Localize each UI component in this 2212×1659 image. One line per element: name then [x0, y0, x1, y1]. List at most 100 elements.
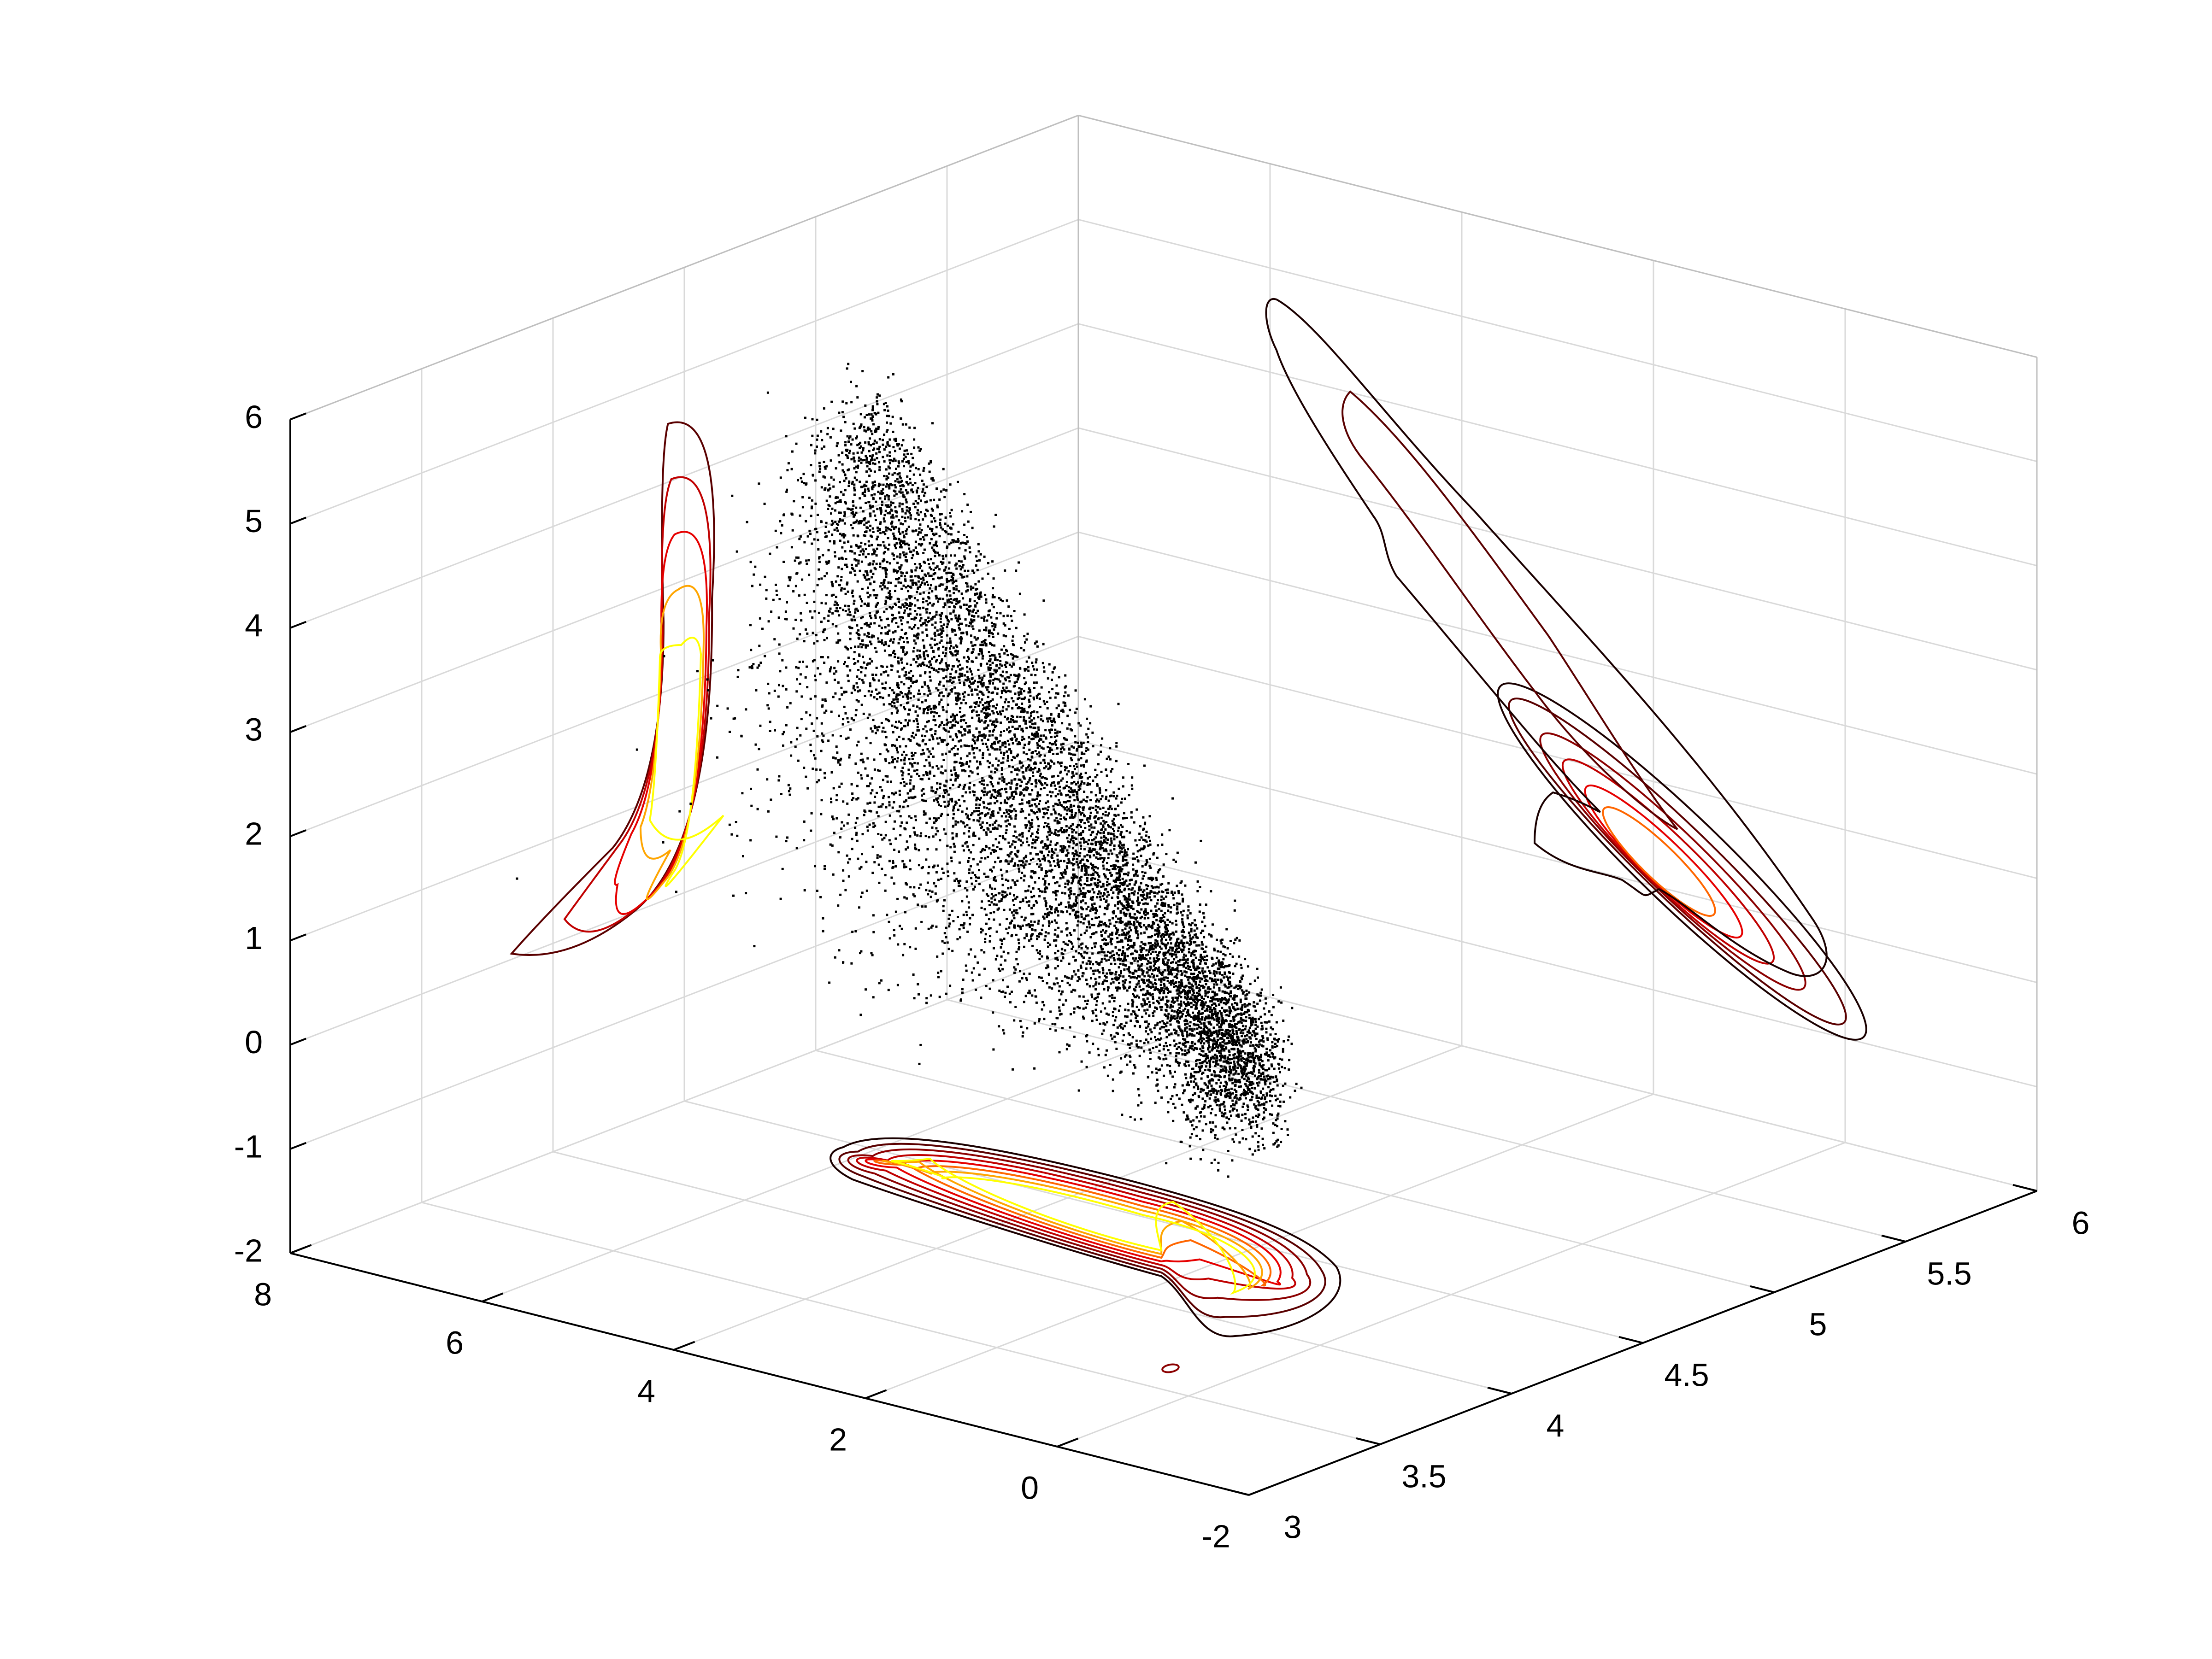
scatter-point: [1198, 1096, 1200, 1098]
scatter-point: [946, 626, 948, 628]
scatter-point: [985, 807, 988, 809]
scatter-point: [925, 611, 928, 614]
scatter-point: [1105, 796, 1108, 798]
scatter-point: [1202, 912, 1205, 915]
scatter-point: [1040, 686, 1043, 689]
scatter-point: [866, 802, 869, 805]
scatter-point: [1100, 898, 1102, 901]
scatter-point: [1055, 977, 1058, 980]
scatter-point: [1120, 801, 1123, 804]
scatter-point: [1075, 950, 1077, 953]
side-grid-z: [1078, 323, 2037, 567]
scatter-point: [1080, 953, 1082, 956]
scatter-point: [1184, 1049, 1187, 1052]
scatter-point: [1140, 894, 1142, 897]
scatter-point: [1137, 1104, 1140, 1107]
scatter-point: [1135, 1039, 1138, 1042]
scatter-point: [1089, 909, 1092, 912]
scatter-point: [831, 585, 834, 587]
scatter-point: [917, 575, 920, 578]
scatter-point: [953, 768, 956, 771]
scatter-point: [751, 667, 753, 669]
scatter-point: [1042, 666, 1045, 669]
scatter-point: [1055, 833, 1057, 836]
scatter-point: [1251, 1135, 1254, 1138]
scatter-point: [943, 724, 946, 726]
scatter-point: [1198, 958, 1200, 961]
scatter-point: [1255, 1096, 1258, 1099]
scatter-point: [799, 734, 802, 737]
scatter-point: [968, 610, 971, 613]
scatter-point: [847, 680, 850, 682]
scatter-point: [1138, 911, 1141, 914]
scatter-point: [1199, 1038, 1202, 1040]
scatter-point: [1256, 1125, 1259, 1128]
scatter-point: [1036, 733, 1039, 735]
scatter-point: [906, 637, 908, 639]
scatter-point: [947, 875, 950, 878]
scatter-point: [1121, 929, 1124, 932]
scatter-point: [1086, 877, 1088, 879]
scatter-point: [1269, 1113, 1271, 1116]
scatter-point: [1176, 902, 1178, 905]
scatter-point: [1025, 769, 1028, 772]
scatter-point: [1219, 1070, 1222, 1073]
scatter-point: [1179, 941, 1182, 944]
scatter-point: [1022, 864, 1025, 867]
scatter-point: [888, 592, 890, 594]
scatter-point: [1100, 951, 1103, 954]
scatter-point: [1038, 895, 1041, 897]
scatter-point: [845, 402, 848, 404]
scatter-point: [873, 696, 876, 699]
scatter-point: [1066, 849, 1069, 852]
scatter-point: [961, 674, 964, 677]
scatter-point: [1252, 1044, 1254, 1047]
scatter-point: [869, 512, 871, 515]
scatter-point: [1131, 787, 1134, 790]
scatter-point: [907, 773, 910, 775]
scatter-point: [1186, 1022, 1189, 1025]
scatter-point: [1200, 985, 1203, 987]
scatter-point: [1034, 803, 1036, 806]
scatter-point: [968, 725, 971, 727]
scatter-point: [1083, 855, 1086, 858]
scatter-point: [871, 563, 874, 566]
scatter-point: [905, 799, 907, 802]
scatter-point: [1115, 797, 1118, 800]
scatter-point: [999, 663, 1002, 666]
scatter-point: [749, 839, 752, 842]
scatter-point: [1241, 1019, 1244, 1021]
scatter-point: [943, 899, 946, 902]
scatter-point: [1072, 794, 1075, 797]
scatter-point: [846, 717, 849, 720]
scatter-point: [964, 887, 967, 890]
scatter-point: [810, 444, 812, 446]
scatter-point: [1181, 1053, 1184, 1056]
scatter-point: [1175, 920, 1177, 922]
scatter-point: [1024, 863, 1027, 866]
scatter-point: [1065, 830, 1068, 833]
scatter-point: [894, 653, 896, 656]
scatter-point: [1160, 895, 1163, 898]
scatter-point: [1270, 1075, 1272, 1078]
scatter-point: [1262, 1118, 1265, 1120]
scatter-point: [838, 614, 841, 617]
scatter-point: [1066, 981, 1069, 984]
scatter-point: [874, 614, 877, 617]
scatter-point: [1064, 871, 1067, 873]
scatter-point: [1036, 742, 1039, 744]
scatter-point: [1069, 887, 1072, 890]
scatter-point: [961, 715, 964, 717]
scatter-point: [1137, 933, 1140, 936]
scatter-point: [965, 608, 968, 610]
scatter-point: [837, 851, 840, 854]
scatter-point: [1224, 1088, 1227, 1090]
scatter-point: [1070, 907, 1073, 909]
scatter-point: [1085, 967, 1088, 970]
scatter-point: [1059, 814, 1062, 817]
scatter-point: [952, 784, 954, 786]
scatter-point: [859, 1014, 862, 1016]
scatter-point: [971, 644, 974, 647]
scatter-point: [1060, 910, 1063, 913]
scatter-point: [930, 574, 933, 577]
